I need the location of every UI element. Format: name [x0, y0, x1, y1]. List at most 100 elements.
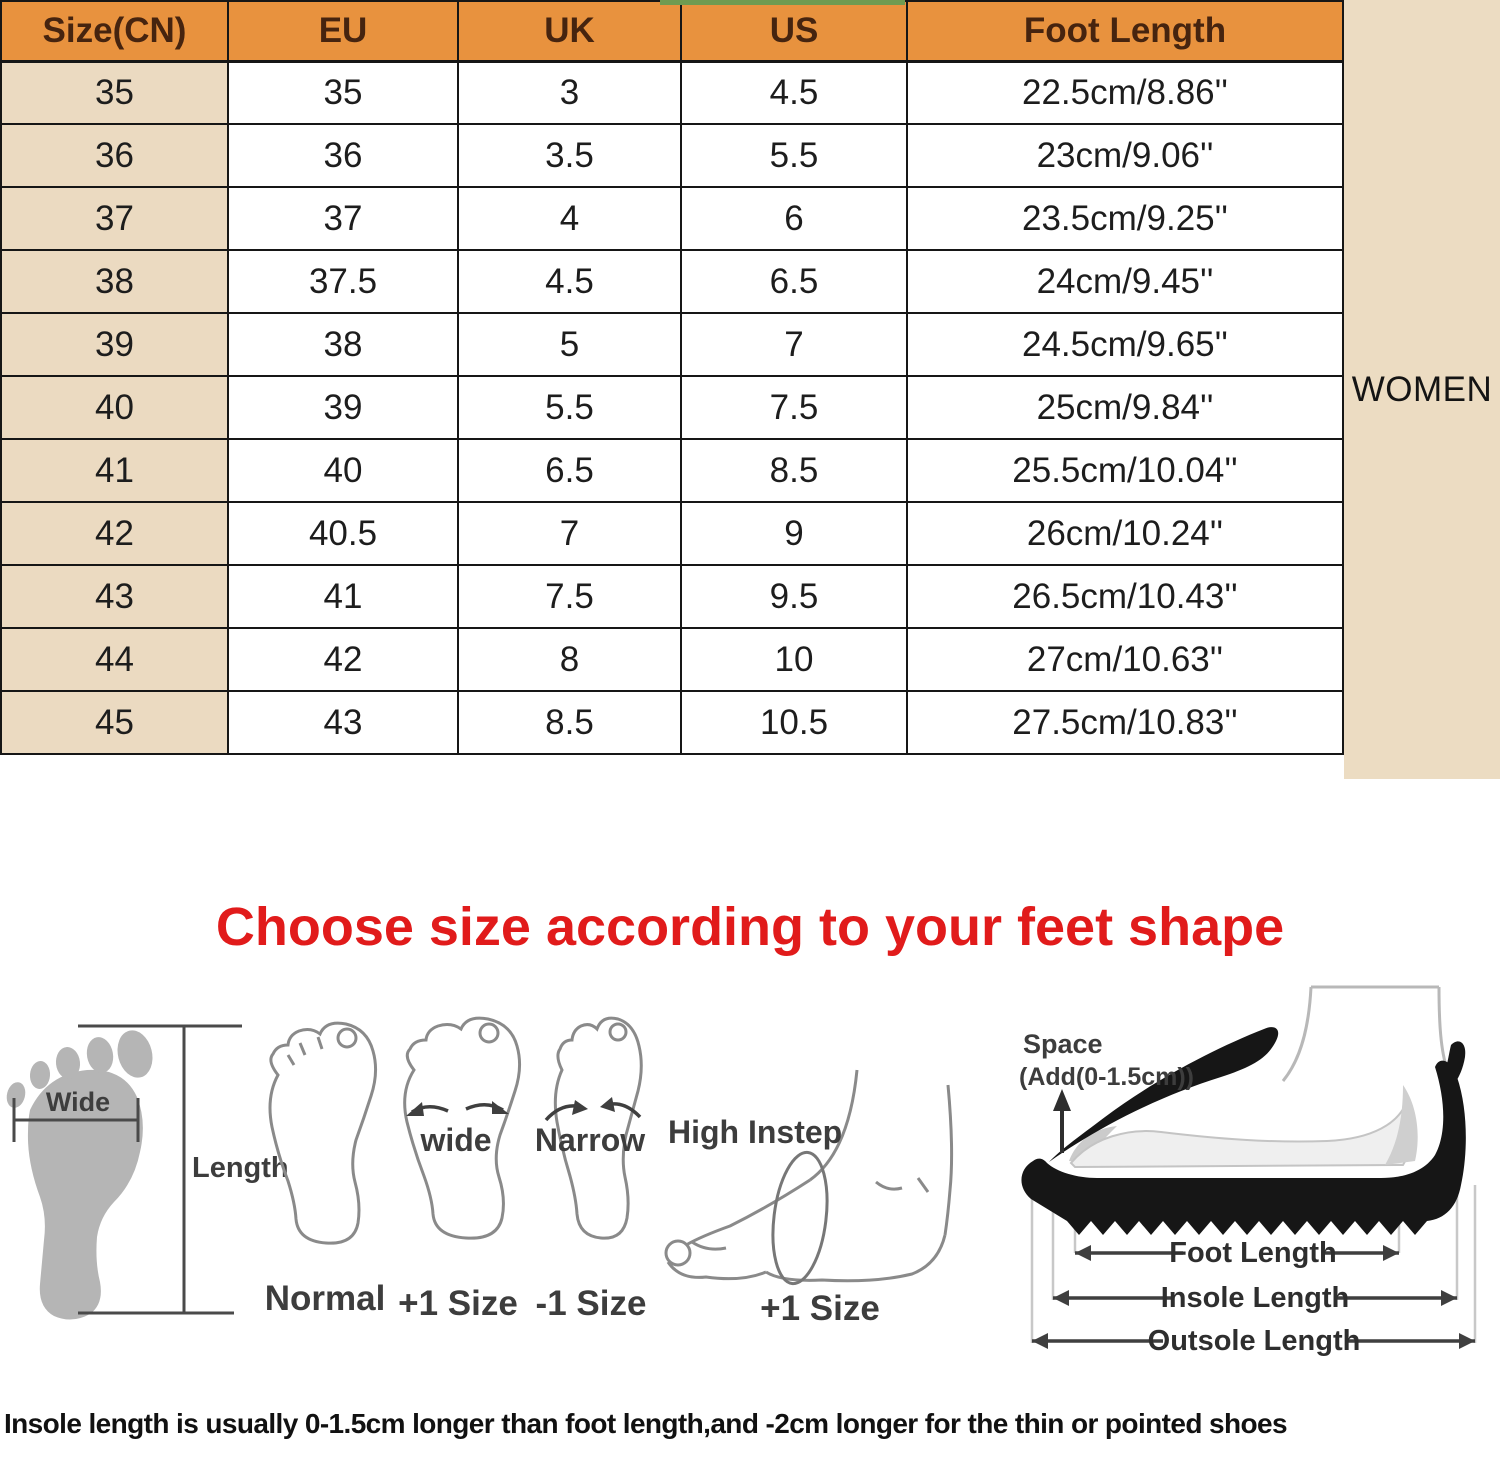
narrow-foot-diagram: Narrow -1 Size — [535, 1016, 647, 1323]
cell-eu: 36 — [227, 123, 459, 188]
cell-cn: 36 — [0, 123, 229, 188]
length-measure-lines — [78, 1024, 242, 1315]
cell-us: 7 — [680, 312, 908, 377]
cell-cn: 39 — [0, 312, 229, 377]
cell-uk: 5.5 — [457, 375, 682, 440]
cell-us: 10 — [680, 627, 908, 692]
cell-eu: 40 — [227, 438, 459, 503]
cell-foot: 22.5cm/8.86'' — [906, 60, 1344, 125]
cell-uk: 4.5 — [457, 249, 682, 314]
table-row: 44 42 8 10 27cm/10.63'' — [0, 627, 1344, 692]
women-panel: WOMEN — [1344, 0, 1500, 779]
cell-us: 4.5 — [680, 60, 908, 125]
cell-cn: 45 — [0, 690, 229, 755]
narrow-foot-label: Narrow — [535, 1122, 645, 1158]
cell-foot: 27cm/10.63'' — [906, 627, 1344, 692]
insole-note: Insole length is usually 0-1.5cm longer … — [4, 1408, 1288, 1439]
leg-outline — [1281, 985, 1449, 1082]
header-foot-length: Foot Length — [906, 0, 1344, 63]
footprint-silhouette — [6, 1030, 153, 1320]
table-header-row: Size(CN) EU UK US Foot Length — [0, 0, 1344, 63]
cell-eu: 41 — [227, 564, 459, 629]
cell-foot: 25cm/9.84'' — [906, 375, 1344, 440]
size-guide-heading: Choose size according to your feet shape — [215, 897, 1285, 957]
cell-foot: 23cm/9.06'' — [906, 123, 1344, 188]
cell-eu: 39 — [227, 375, 459, 440]
cell-cn: 38 — [0, 249, 229, 314]
shoe-silhouette — [1021, 1027, 1466, 1235]
women-label: WOMEN — [1351, 369, 1493, 409]
cell-uk: 8 — [457, 627, 682, 692]
normal-caption: Normal — [265, 1279, 386, 1318]
cell-cn: 37 — [0, 186, 229, 251]
foot-measure-diagram: Wide Length — [6, 1024, 289, 1320]
cell-us: 9 — [680, 501, 908, 566]
cell-uk: 4 — [457, 186, 682, 251]
cell-cn: 35 — [0, 60, 229, 125]
table-row: 39 38 5 7 24.5cm/9.65'' — [0, 312, 1344, 377]
high-instep-label: High Instep — [668, 1114, 842, 1150]
cell-us: 6.5 — [680, 249, 908, 314]
wide-arrowheads — [406, 1101, 509, 1116]
wide-foot-diagram: wide +1 Size — [398, 1016, 522, 1323]
table-row: 41 40 6.5 8.5 25.5cm/10.04'' — [0, 438, 1344, 503]
table-row: 35 35 3 4.5 22.5cm/8.86'' — [0, 60, 1344, 125]
narrow-foot-caption: -1 Size — [536, 1284, 647, 1323]
shoe-length-diagram: Space (Add(0-1.5cm)) Foot Length Insole … — [1019, 985, 1477, 1357]
cell-eu: 37 — [227, 186, 459, 251]
green-artifact-strip — [660, 0, 905, 5]
cell-foot: 25.5cm/10.04'' — [906, 438, 1344, 503]
cell-cn: 43 — [0, 564, 229, 629]
narrow-arrow-icon — [544, 1102, 642, 1122]
cell-foot: 23.5cm/9.25'' — [906, 186, 1344, 251]
table-row: 37 37 4 6 23.5cm/9.25'' — [0, 186, 1344, 251]
cell-uk: 3.5 — [457, 123, 682, 188]
outsole-length-label: Outsole Length — [1148, 1325, 1361, 1357]
cell-us: 6 — [680, 186, 908, 251]
cell-us: 5.5 — [680, 123, 908, 188]
insole-length-label: Insole Length — [1161, 1282, 1350, 1314]
cell-eu: 37.5 — [227, 249, 459, 314]
cell-us: 7.5 — [680, 375, 908, 440]
narrow-arrowheads — [572, 1097, 615, 1115]
cell-uk: 5 — [457, 312, 682, 377]
cell-cn: 42 — [0, 501, 229, 566]
cell-us: 8.5 — [680, 438, 908, 503]
cell-eu: 43 — [227, 690, 459, 755]
header-eu: EU — [227, 0, 459, 63]
cell-us: 9.5 — [680, 564, 908, 629]
table-row: 45 43 8.5 10.5 27.5cm/10.83'' — [0, 690, 1344, 755]
cell-uk: 8.5 — [457, 690, 682, 755]
foot-length-arrowheads — [1075, 1245, 1399, 1261]
cell-uk: 6.5 — [457, 438, 682, 503]
normal-foot-diagram: Normal — [265, 1021, 386, 1318]
normal-foot-outline — [268, 1021, 378, 1245]
header-size-cn: Size(CN) — [0, 0, 229, 63]
cell-us: 10.5 — [680, 690, 908, 755]
cell-eu: 38 — [227, 312, 459, 377]
cell-eu: 42 — [227, 627, 459, 692]
cell-foot: 26cm/10.24'' — [906, 501, 1344, 566]
table-row: 40 39 5.5 7.5 25cm/9.84'' — [0, 375, 1344, 440]
foot-in-shoe — [1069, 1085, 1418, 1169]
cell-foot: 26.5cm/10.43'' — [906, 564, 1344, 629]
size-chart-table: Size(CN) EU UK US Foot Length 35 35 3 4.… — [0, 0, 1344, 755]
cell-foot: 24.5cm/9.65'' — [906, 312, 1344, 377]
cell-cn: 41 — [0, 438, 229, 503]
table-row: 43 41 7.5 9.5 26.5cm/10.43'' — [0, 564, 1344, 629]
table-row: 42 40.5 7 9 26cm/10.24'' — [0, 501, 1344, 566]
space-arrow-icon — [1053, 1089, 1071, 1153]
foot-length-label: Foot Length — [1169, 1237, 1337, 1269]
header-uk: UK — [457, 0, 682, 63]
high-instep-caption: +1 Size — [760, 1289, 880, 1328]
cell-cn: 44 — [0, 627, 229, 692]
high-instep-diagram: High Instep +1 Size — [664, 1069, 954, 1328]
table-row: 36 36 3.5 5.5 23cm/9.06'' — [0, 123, 1344, 188]
length-label: Length — [192, 1152, 289, 1184]
space-label: Space — [1023, 1029, 1103, 1059]
wide-foot-outline — [403, 1016, 522, 1240]
cell-cn: 40 — [0, 375, 229, 440]
wide-measure-lines — [12, 1098, 140, 1142]
insole-length-arrowheads — [1053, 1290, 1457, 1306]
